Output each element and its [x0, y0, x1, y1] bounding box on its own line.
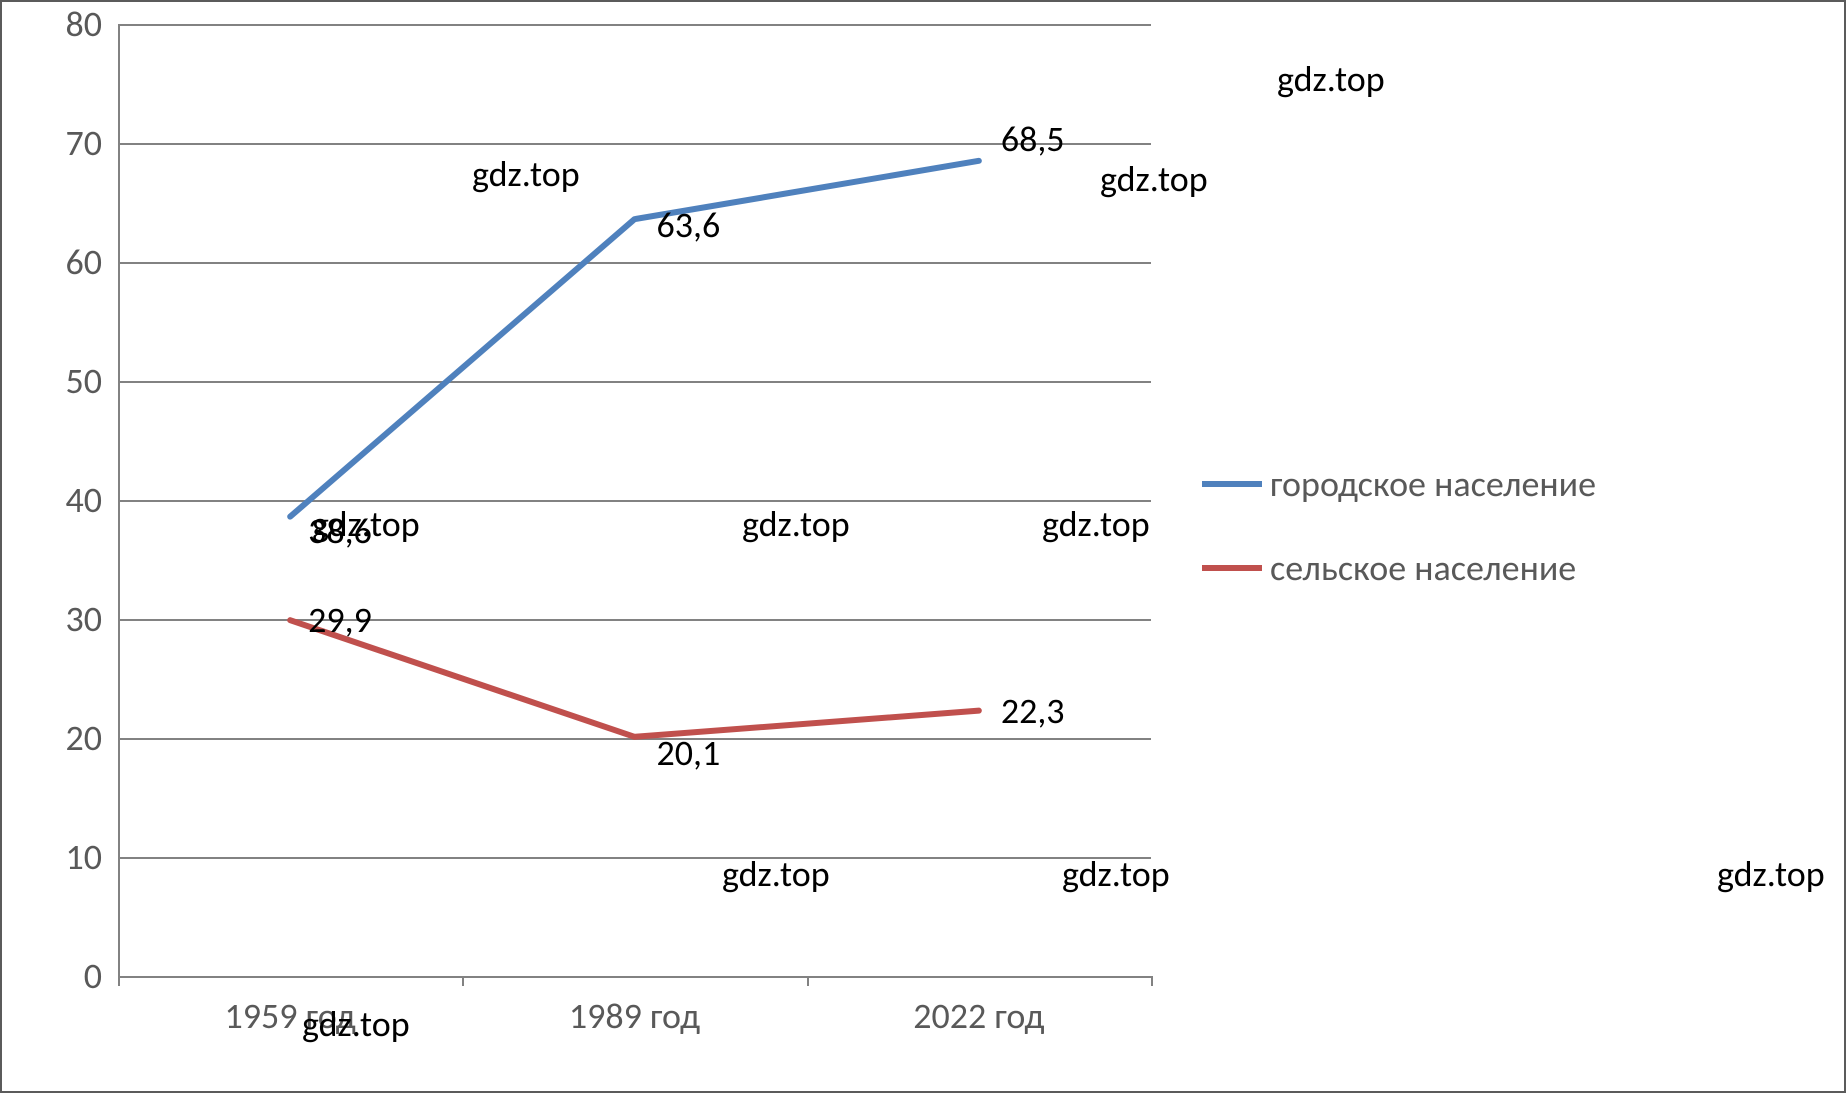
series-lines	[118, 24, 1151, 976]
y-tick-label: 20	[38, 716, 102, 760]
x-tickmark	[118, 976, 120, 986]
chart-container: городское население сельское население 0 1…	[0, 0, 1846, 1093]
watermark: gdz.top	[1717, 852, 1825, 896]
legend-item: городское население	[1202, 462, 1596, 506]
watermark: gdz.top	[722, 852, 830, 896]
watermark: gdz.top	[312, 502, 420, 546]
data-label: 29,9	[308, 598, 372, 642]
y-tick-label: 50	[38, 359, 102, 403]
y-tick-label: 0	[38, 954, 102, 998]
watermark: gdz.top	[302, 1002, 410, 1046]
watermark: gdz.top	[1100, 157, 1208, 201]
x-tickmark	[1151, 976, 1153, 986]
y-tick-label: 60	[38, 240, 102, 284]
data-label: 22,3	[1001, 689, 1065, 733]
legend-line-icon	[1202, 565, 1262, 571]
y-tick-label: 40	[38, 478, 102, 522]
data-label: 68,5	[1001, 117, 1065, 161]
legend-item: сельское население	[1202, 546, 1596, 590]
watermark: gdz.top	[742, 502, 850, 546]
x-axis	[118, 976, 1151, 978]
legend-label: сельское население	[1270, 546, 1576, 590]
y-tick-label: 10	[38, 835, 102, 879]
series-line-1	[290, 620, 979, 737]
data-label: 63,6	[657, 203, 721, 247]
y-tick-label: 70	[38, 121, 102, 165]
watermark: gdz.top	[1277, 57, 1385, 101]
x-tickmark	[807, 976, 809, 986]
watermark: gdz.top	[1042, 502, 1150, 546]
data-label: 20,1	[657, 731, 721, 775]
plot-area	[118, 24, 1151, 976]
x-tick-label: 1989 год	[569, 994, 700, 1038]
series-line-0	[290, 161, 979, 517]
watermark: gdz.top	[1062, 852, 1170, 896]
x-tick-label: 2022 год	[913, 994, 1044, 1038]
y-tick-label: 30	[38, 597, 102, 641]
legend-label: городское население	[1270, 462, 1596, 506]
legend-line-icon	[1202, 481, 1262, 487]
legend: городское население сельское население	[1202, 462, 1596, 630]
y-tick-label: 80	[38, 2, 102, 46]
watermark: gdz.top	[472, 152, 580, 196]
x-tickmark	[462, 976, 464, 986]
